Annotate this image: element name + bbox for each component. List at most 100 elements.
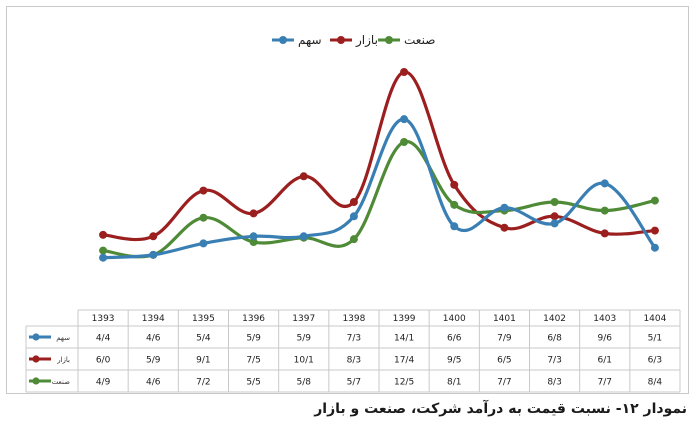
x-tick-label-1401: 1401 [493,314,516,324]
data-label-sanat-1401: 7/7 [497,378,511,388]
data-label-sanat-1404: 8/4 [648,378,663,388]
data-label-sahm-1403: 9/6 [598,334,613,344]
x-tick-label-1397: 1397 [292,314,315,324]
data-point-bazar-1401 [500,223,509,232]
x-tick-label-1395: 1395 [192,314,215,324]
data-label-sahm-1394: 4/6 [146,334,161,344]
data-point-sahm-1402 [550,219,559,228]
data-point-bazar-1398 [349,198,358,206]
legend-label-bazar: بازار [355,33,378,48]
data-label-bazar-1398: 8/3 [347,356,361,366]
data-point-sanat-1396 [249,238,258,246]
data-label-bazar-1403: 6/1 [598,356,612,366]
data-point-sahm-1404 [650,243,659,252]
legend-label-sanat: صنعت [404,33,435,47]
row-legend-marker-sahm [32,333,40,341]
data-label-bazar-1399: 17/4 [394,356,414,366]
legend-label-sahm: سهم [298,33,322,47]
data-label-bazar-1394: 5/9 [146,356,161,366]
data-label-sanat-1399: 12/5 [394,378,414,388]
data-point-bazar-1393 [99,230,108,239]
data-label-sahm-1400: 6/6 [447,334,462,344]
data-point-bazar-1402 [550,212,559,221]
data-label-bazar-1395: 9/1 [196,356,210,366]
data-point-bazar-1400 [450,180,459,189]
data-label-sahm-1401: 7/9 [497,334,512,344]
data-point-sanat-1403 [600,206,609,215]
x-tick-label-1398: 1398 [342,314,365,324]
data-point-sanat-1395 [199,213,208,222]
data-label-sanat-1396: 5/5 [246,378,260,388]
data-label-sahm-1402: 6/8 [547,334,562,344]
legend-marker-sahm [279,36,287,44]
data-label-bazar-1397: 10/1 [294,356,314,366]
data-label-sahm-1404: 5/1 [648,334,662,344]
x-tick-label-1393: 1393 [92,314,115,324]
data-label-bazar-1401: 6/5 [497,356,511,366]
data-point-sahm-1400 [450,222,459,231]
data-label-sanat-1398: 5/7 [347,378,361,388]
x-tick-label-1402: 1402 [543,314,566,324]
row-label-sanat: صنعت [52,378,70,386]
chart-svg: سهم بازار صنعت 1393 1394 1395 1396 1397 1398 1399… [25,33,681,393]
data-label-sahm-1393: 4/4 [96,334,111,344]
legend-item-sanat: صنعت [378,33,435,47]
data-point-bazar-1404 [650,226,659,235]
x-tick-label-1396: 1396 [242,314,265,324]
data-point-sahm-1394 [149,250,158,259]
data-label-sanat-1402: 8/3 [547,378,561,388]
data-label-sanat-1400: 8/1 [447,378,461,388]
data-label-bazar-1400: 9/5 [447,356,461,366]
data-point-sahm-1398 [349,212,358,221]
legend-item-bazar: بازار [330,33,378,48]
x-tick-label-1403: 1403 [593,314,616,324]
data-label-bazar-1404: 6/3 [648,356,662,366]
data-point-sanat-1393 [99,246,108,255]
data-label-sanat-1394: 4/6 [146,378,161,388]
row-label-bazar: بازار [56,356,70,364]
x-tick-label-1400: 1400 [443,314,466,324]
legend-marker-sanat [385,36,393,44]
data-table: 1393 1394 1395 1396 1397 1398 1399 1400 1401 1402… [25,309,681,393]
data-point-sahm-1397 [299,232,308,241]
data-label-sahm-1399: 14/1 [394,334,414,344]
data-label-bazar-1402: 7/3 [547,356,561,366]
table-row-sahm: سهم 4/4 4/6 5/4 5/9 5/9 7/3 14/1 6/6 7/9 6/8 9/6 5/1 [29,333,662,344]
data-point-sanat-1400 [450,200,459,209]
data-label-sanat-1393: 4/9 [96,378,111,388]
chart-frame [6,6,689,394]
row-legend-marker-bazar [32,355,40,363]
data-point-sahm-1396 [249,232,258,241]
data-label-sanat-1403: 7/7 [598,378,612,388]
x-tick-label-1399: 1399 [393,314,416,324]
data-point-sahm-1393 [99,253,108,262]
data-label-sahm-1398: 7/3 [347,334,361,344]
data-label-sahm-1396: 5/9 [246,334,261,344]
data-point-sahm-1403 [600,179,609,188]
row-legend-marker-sanat [32,377,40,385]
data-point-bazar-1396 [249,209,258,218]
data-point-bazar-1399 [400,68,409,76]
data-label-sahm-1395: 5/4 [196,334,211,344]
data-label-sahm-1397: 5/9 [297,334,312,344]
data-label-bazar-1393: 6/0 [96,356,111,366]
data-point-bazar-1394 [149,232,158,241]
data-point-sanat-1402 [550,198,559,206]
table-row-sanat: صنعت 4/9 4/6 7/2 5/5 5/8 5/7 12/5 8/1 7/7 8/3 7/7 8/… [29,377,663,388]
data-label-bazar-1396: 7/5 [246,356,260,366]
data-point-sanat-1404 [650,196,659,205]
data-point-sanat-1399 [400,138,409,146]
legend-marker-bazar [337,36,345,44]
data-label-sanat-1395: 7/2 [196,378,210,388]
data-point-bazar-1395 [199,186,208,195]
figure-caption: نمودار ۱۲- نسبت قیمت به درآمد شرکت، صنعت… [314,401,687,417]
data-point-sahm-1395 [199,239,208,248]
x-tick-label-1394: 1394 [142,314,165,324]
table-row-bazar: بازار 6/0 5/9 9/1 7/5 10/1 8/3 17/4 9/5 6/5 7/3 6/1… [29,355,662,366]
data-point-sahm-1401 [500,203,509,212]
x-tick-label-1404: 1404 [643,314,666,324]
data-point-bazar-1403 [600,229,609,238]
data-point-sahm-1399 [400,115,409,124]
legend-item-sahm: سهم [272,33,322,47]
row-label-sahm: سهم [56,334,70,342]
